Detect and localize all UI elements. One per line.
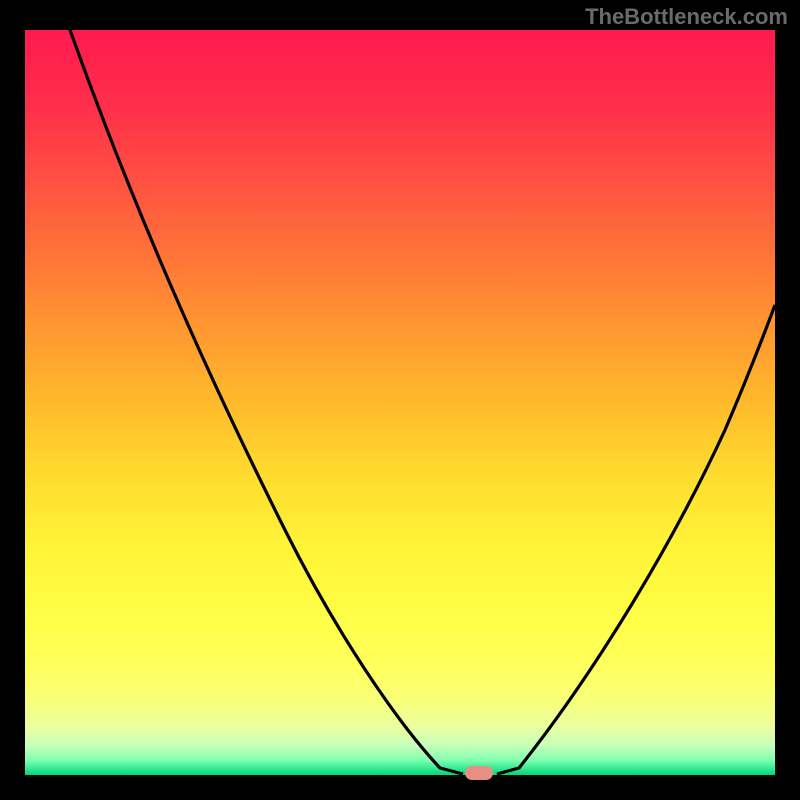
bottleneck-curve — [25, 30, 775, 775]
watermark-text: TheBottleneck.com — [585, 4, 788, 30]
chart-container: TheBottleneck.com — [0, 0, 800, 800]
plot-area — [25, 30, 775, 775]
optimal-marker — [465, 766, 493, 780]
curve-left-branch — [70, 30, 463, 774]
curve-right-branch — [497, 305, 775, 774]
